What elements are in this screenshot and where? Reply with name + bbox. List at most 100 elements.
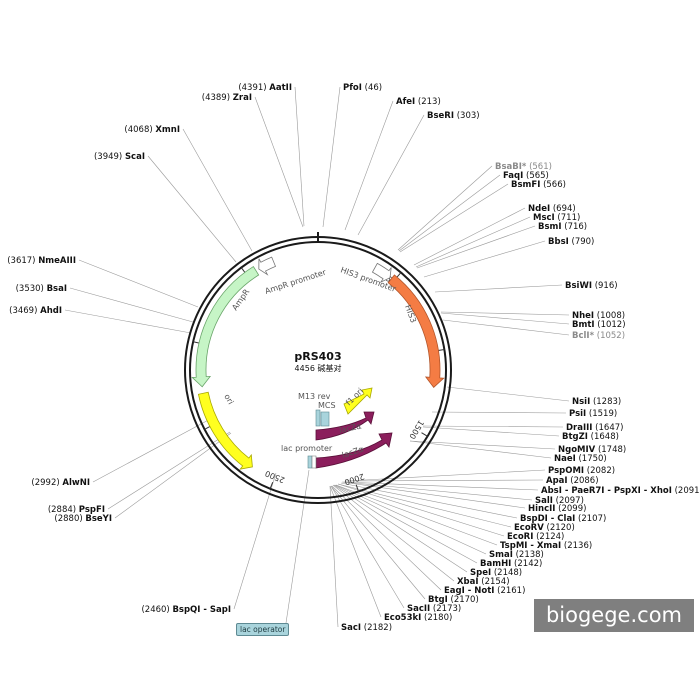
site-name: EagI - NotI (444, 586, 494, 596)
site-label[interactable]: (3617) NmeAIII (7, 256, 76, 266)
leader-line (431, 411, 567, 414)
feature-f1-ori[interactable] (343, 387, 373, 415)
feature-lac-operator-box[interactable] (307, 455, 313, 469)
site-label[interactable]: PspOMI (2082) (548, 466, 615, 476)
site-name: BsmFI (511, 180, 540, 190)
site-label[interactable]: Eco53kI (2180) (384, 613, 452, 623)
site-label[interactable]: NsiI (1283) (572, 397, 621, 407)
site-name: ApaI (546, 476, 568, 486)
feature-ampr-promoter[interactable] (258, 256, 277, 276)
site-label[interactable]: SmaI (2138) (489, 550, 544, 560)
site-label[interactable]: SacI (2182) (341, 623, 392, 633)
site-label[interactable]: (4391) AatII (238, 83, 292, 93)
leader-line (398, 174, 501, 252)
site-label[interactable]: SalI (2097) (535, 496, 584, 506)
feature-m13-rev[interactable] (315, 409, 321, 427)
site-label[interactable]: BtgI (2170) (428, 595, 479, 605)
label-lacz-inner: lacZα (339, 422, 363, 435)
site-name: BspQI - SapI (172, 605, 231, 615)
site-position: (2124) (533, 532, 564, 542)
site-label[interactable]: EcoRI (2124) (507, 532, 564, 542)
feature-ori[interactable] (197, 391, 253, 470)
site-label[interactable]: BamHI (2142) (480, 559, 542, 569)
leader-line (409, 440, 556, 450)
site-label[interactable]: PfoI (46) (343, 83, 382, 93)
site-label[interactable]: DraIII (1647) (566, 423, 623, 433)
site-position: (1519) (586, 409, 617, 419)
plasmid-backbone (184, 232, 452, 504)
site-label[interactable]: EcoRV (2120) (514, 523, 575, 533)
site-label[interactable]: (2884) PspFI (48, 505, 105, 515)
site-label[interactable]: SpeI (2148) (470, 568, 522, 578)
site-label[interactable]: BtgZI (1648) (562, 432, 619, 442)
site-position: (2097) (553, 496, 584, 506)
site-name: NheI (572, 311, 594, 321)
leader-line (294, 86, 305, 227)
site-name: BseRI (427, 111, 454, 121)
site-name: BsmI (538, 222, 562, 232)
site-label[interactable]: HincII (2099) (528, 504, 586, 514)
site-label[interactable]: TspMI - XmaI (2136) (500, 541, 592, 551)
site-label[interactable]: NaeI (1750) (554, 454, 607, 464)
site-label[interactable]: BbsI (790) (548, 237, 594, 247)
site-position: (2138) (513, 550, 544, 560)
site-label[interactable]: BclI* (1052) (572, 331, 625, 341)
site-name: DraIII (566, 423, 592, 433)
site-position: (2182) (361, 623, 392, 633)
site-label[interactable]: BsmFI (566) (511, 180, 566, 190)
site-label[interactable]: MscI (711) (533, 213, 580, 223)
leader-line (337, 483, 512, 528)
site-label[interactable]: EagI - NotI (2161) (444, 586, 525, 596)
site-label[interactable]: ApaI (2086) (546, 476, 599, 486)
site-label[interactable]: NdeI (694) (528, 204, 576, 214)
feature-his3-promoter[interactable] (371, 262, 392, 284)
site-label[interactable]: BsaBI* (561) (495, 162, 552, 172)
site-label[interactable]: (2460) BspQI - SapI (141, 605, 231, 615)
site-name: ZraI (233, 93, 252, 103)
site-position: (1647) (592, 423, 623, 433)
site-label[interactable]: BspDI - ClaI (2107) (520, 514, 606, 524)
site-label[interactable]: (3949) ScaI (94, 152, 145, 162)
feature-lac-promoter[interactable] (311, 455, 317, 469)
site-label[interactable]: (2992) AlwNI (31, 478, 90, 488)
site-position: (3949) (94, 152, 125, 162)
site-label[interactable]: AbsI - PaeR7I - PspXI - XhoI (2091) (541, 486, 700, 496)
site-position: (790) (569, 237, 595, 247)
site-label[interactable]: AfeI (213) (396, 97, 441, 107)
site-label[interactable]: (4068) XmnI (124, 125, 180, 135)
feature-lacz-alpha-outer[interactable] (315, 432, 393, 469)
lac-operator-label[interactable]: lac operator (236, 623, 290, 636)
feature-ampr[interactable] (191, 265, 260, 388)
site-position: (2136) (561, 541, 592, 551)
site-label[interactable]: (2880) BseYI (54, 514, 112, 524)
leader-line (344, 100, 394, 231)
site-position: (2154) (479, 577, 510, 587)
site-label[interactable]: BseRI (303) (427, 111, 480, 121)
leader-line (413, 207, 526, 266)
feature-his3[interactable] (387, 274, 445, 389)
leader-line (333, 484, 468, 573)
site-label[interactable]: SacII (2173) (407, 604, 461, 614)
site-label[interactable]: BsmI (716) (538, 222, 587, 232)
site-label[interactable]: (3530) BsaI (16, 284, 67, 294)
leader-line (446, 386, 570, 402)
site-label[interactable]: (3469) AhdI (9, 306, 62, 316)
site-label[interactable]: BmtI (1012) (572, 320, 626, 330)
site-position: (1748) (595, 445, 626, 455)
watermark: biogege.com (534, 599, 694, 632)
site-name: BsaI (47, 284, 67, 294)
site-label[interactable]: NheI (1008) (572, 311, 625, 321)
feature-mcs[interactable] (320, 411, 330, 427)
leader-line (107, 431, 231, 510)
site-position: (2161) (494, 586, 525, 596)
leader-line (69, 287, 194, 323)
leader-line (64, 309, 192, 334)
site-label[interactable]: (4389) ZraI (202, 93, 252, 103)
feature-lacz-alpha-inner[interactable] (315, 411, 375, 441)
site-label[interactable]: XbaI (2154) (457, 577, 510, 587)
site-label[interactable]: PsiI (1519) (569, 409, 617, 419)
site-label[interactable]: BsiWI (916) (565, 281, 618, 291)
site-label[interactable]: FaqI (565) (503, 171, 549, 181)
site-label[interactable]: NgoMIV (1748) (558, 445, 626, 455)
